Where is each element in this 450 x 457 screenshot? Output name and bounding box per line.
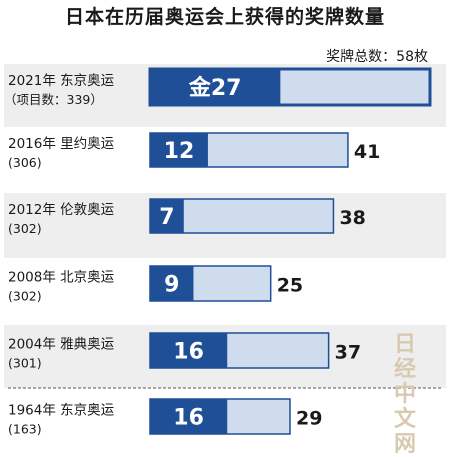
bar-gold-medals [150,199,184,233]
watermark-char: 日 [394,332,417,357]
bar-gold-medals [150,69,281,105]
total-value-label: 37 [335,342,361,364]
total-value-label: 29 [296,408,322,430]
gold-value-label: 16 [173,406,204,431]
total-value-label: 38 [339,207,365,229]
category-label: 2016年 里约奥运 [8,135,115,152]
bars: 金27 12 41 7 38 9 25 16 37 16 29 [148,67,432,435]
category-label: 2004年 雅典奥运 [8,336,115,353]
category-label: 1964年 东京奥运 [8,402,115,419]
watermark-char: 网 [394,432,417,457]
category-sublabel: (163) [8,422,42,437]
total-medals-label: 奖牌总数：58枚 [326,49,428,65]
watermark: 日 经 中 文 网 [394,332,417,457]
bar-gold-medals [150,133,208,167]
category-labels: 2021年 东京奥运 （项目数：339） 2016年 里约奥运 (306) 2012年 … [4,72,115,437]
total-value-label: 25 [277,275,303,297]
gold-value-label: 7 [159,205,174,230]
category-label: 2012年 伦敦奥运 [8,201,115,218]
total-value-label: 41 [354,141,380,163]
bar-gold-medals [150,266,194,301]
category-sublabel: (306) [8,155,42,170]
category-sublabel: (302) [8,289,42,304]
category-sublabel: （项目数：339） [4,92,103,107]
gold-value-label: 金27 [188,75,242,101]
gold-value-label: 16 [173,340,204,365]
gold-value-label: 12 [164,139,195,164]
page-title: 日本在历届奥运会上获得的奖牌数量 [64,6,385,28]
category-label: 2008年 北京奥运 [8,269,115,286]
bar-gold-medals [150,333,228,368]
category-sublabel: (301) [8,356,42,371]
gold-value-label: 9 [164,273,179,298]
category-label: 2021年 东京奥运 [8,72,115,89]
bar-gold-medals [150,399,228,434]
category-sublabel: (302) [8,221,42,236]
watermark-char: 中 [394,382,417,407]
watermark-char: 经 [394,357,417,382]
watermark-char: 文 [394,407,417,432]
